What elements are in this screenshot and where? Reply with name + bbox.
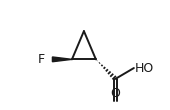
Text: F: F bbox=[38, 53, 45, 66]
Text: O: O bbox=[110, 87, 120, 100]
Polygon shape bbox=[52, 57, 72, 62]
Text: HO: HO bbox=[134, 61, 154, 75]
